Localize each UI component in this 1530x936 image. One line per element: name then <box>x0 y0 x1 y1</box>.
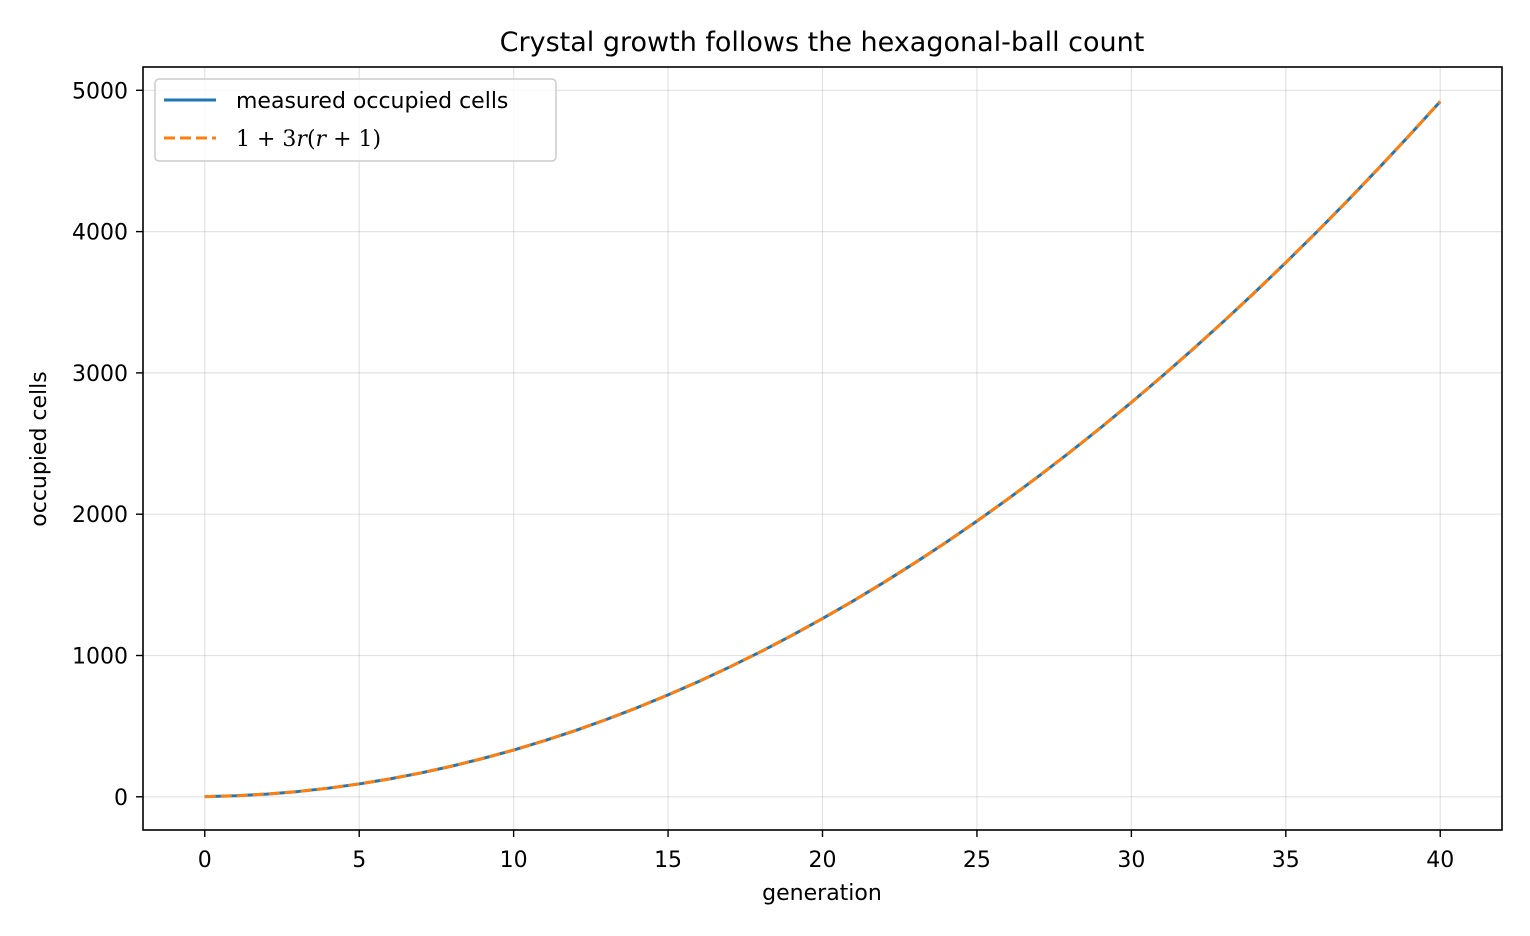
x-tick-label: 0 <box>198 848 212 873</box>
x-tick-label: 40 <box>1426 848 1454 873</box>
x-axis-ticks: 0 5 10 15 20 25 30 35 40 <box>198 830 1454 873</box>
legend-label-measured: measured occupied cells <box>236 89 508 114</box>
legend-box <box>154 78 557 162</box>
x-axis-title: generation <box>762 881 882 906</box>
x-tick-label: 10 <box>500 848 528 873</box>
x-tick-label: 25 <box>963 848 991 873</box>
x-tick-label: 20 <box>809 848 837 873</box>
legend: measured occupied cells 1 + 3r(r + 1) <box>154 78 557 162</box>
y-tick-label: 1000 <box>72 644 128 669</box>
y-tick-label: 4000 <box>72 221 128 246</box>
chart-title: Crystal growth follows the hexagonal-bal… <box>500 27 1145 58</box>
x-tick-label: 5 <box>352 848 366 873</box>
y-axis-ticks: 0 1000 2000 3000 4000 5000 <box>72 79 143 811</box>
series-line-formula <box>204 100 1442 799</box>
x-tick-label: 15 <box>654 848 682 873</box>
y-tick-label: 0 <box>114 786 128 811</box>
y-axis-title: occupied cells <box>27 371 52 526</box>
legend-label-formula: 1 + 3r(r + 1) <box>236 127 381 152</box>
x-tick-label: 35 <box>1272 848 1300 873</box>
x-tick-label: 30 <box>1117 848 1145 873</box>
y-tick-label: 2000 <box>72 503 128 528</box>
grid <box>143 67 1502 830</box>
y-tick-label: 5000 <box>72 79 128 104</box>
y-tick-label: 3000 <box>72 362 128 387</box>
plot-series <box>204 100 1442 799</box>
